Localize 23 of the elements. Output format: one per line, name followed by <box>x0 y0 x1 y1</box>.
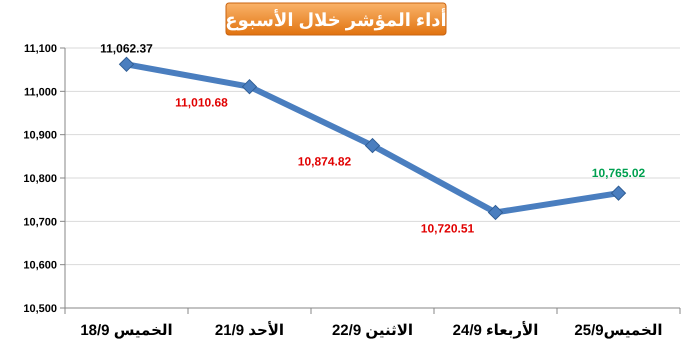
point <box>611 186 626 201</box>
point <box>242 79 257 94</box>
chart-title: أداء المؤشر خلال الأسبوع <box>225 8 447 31</box>
y-tick-label: 10,700 <box>23 216 57 228</box>
y-tick-label: 11,100 <box>24 43 57 55</box>
data-label: 10,874.82 <box>298 154 352 169</box>
y-tick-label: 11,000 <box>24 86 57 98</box>
y-tick-label: 10,600 <box>23 260 57 272</box>
point <box>119 56 134 72</box>
y-tick-label: 10,800 <box>23 173 57 185</box>
point <box>488 204 503 220</box>
x-tick-label: الأربعاء 24/9 <box>452 320 538 339</box>
x-tick-label: الأحد 21/9 <box>214 320 284 339</box>
y-tick-label: 10,900 <box>23 130 57 142</box>
data-label: 10,765.02 <box>592 166 646 180</box>
y-tick-label: 10,500 <box>23 303 57 315</box>
point <box>365 138 380 154</box>
x-tick-label: الخميس25/9 <box>574 322 663 339</box>
data-label: 11,010.68 <box>175 96 228 110</box>
x-tick-label: الاثنين 22/9 <box>332 322 414 339</box>
data-label: 10,720.51 <box>420 221 475 236</box>
x-tick-label: الخميس 18/9 <box>80 322 173 339</box>
data-label: 11,062.37 <box>100 41 154 56</box>
